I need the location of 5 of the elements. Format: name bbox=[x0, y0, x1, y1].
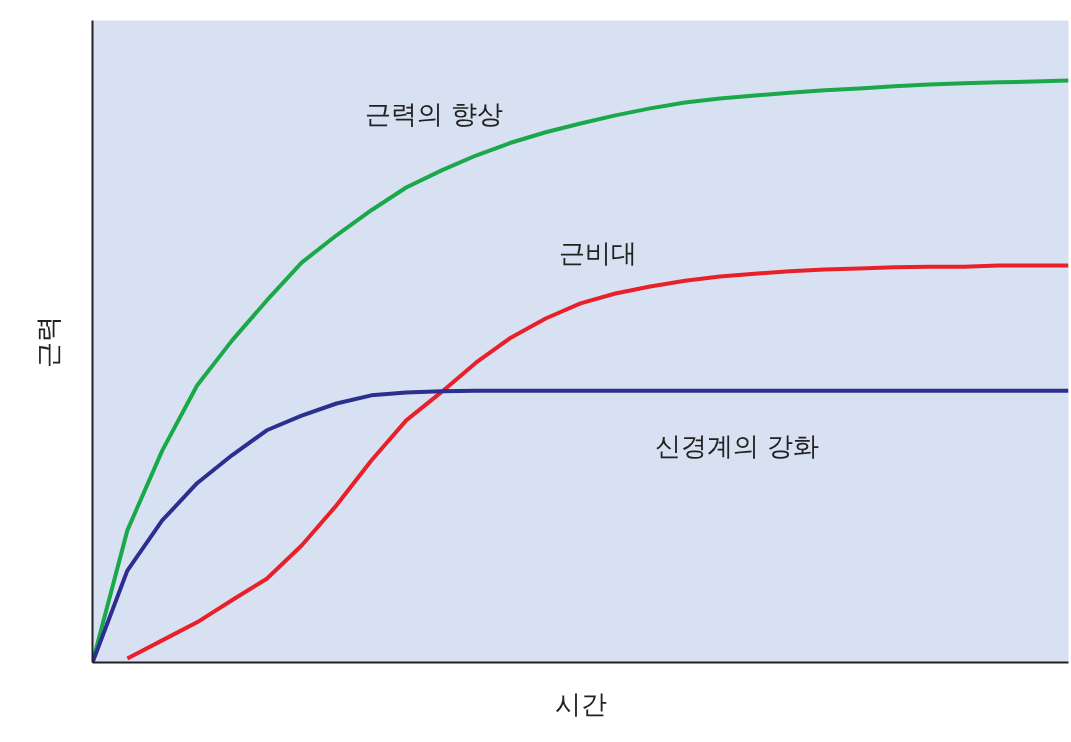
x-axis-title: 시간 bbox=[554, 688, 607, 719]
series-label: 신경계의 강화 bbox=[655, 430, 820, 461]
y-axis-title: 근력 bbox=[32, 315, 63, 368]
series-label: 근력의 향상 bbox=[364, 99, 504, 130]
series-label: 근비대 bbox=[558, 238, 637, 269]
